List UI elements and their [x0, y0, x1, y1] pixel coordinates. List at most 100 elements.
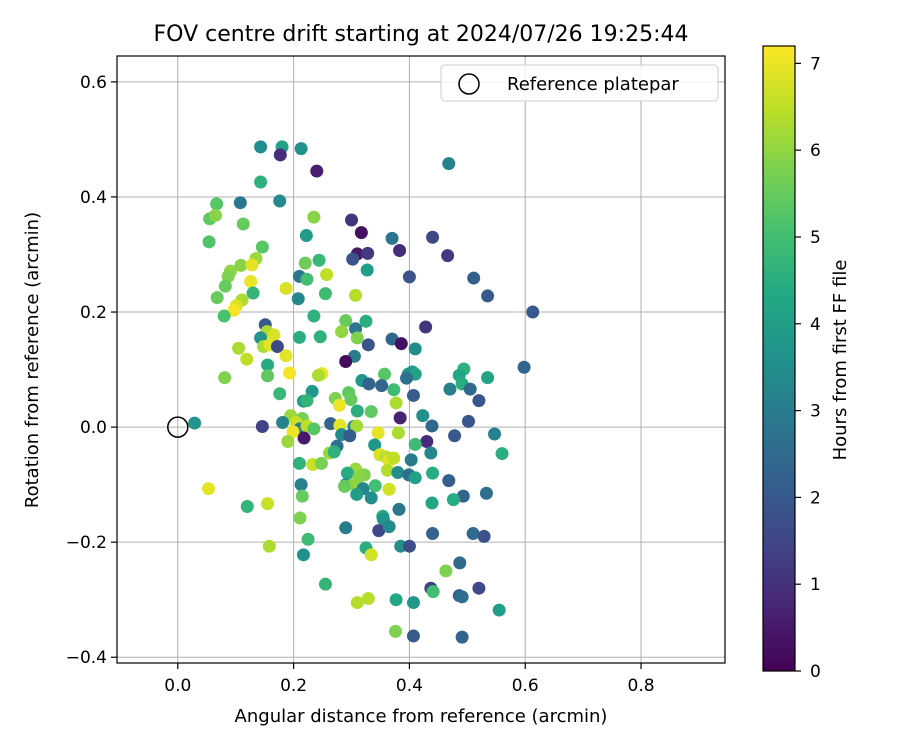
data-point: [481, 371, 495, 385]
data-point: [387, 383, 401, 397]
data-point: [364, 405, 378, 419]
data-point: [350, 487, 364, 501]
data-point: [448, 429, 462, 443]
data-point: [492, 603, 506, 617]
data-point: [443, 382, 457, 396]
data-point: [240, 352, 254, 366]
x-tick-label: 0.2: [280, 676, 307, 696]
data-point: [408, 342, 422, 356]
data-point: [233, 196, 247, 210]
data-point: [273, 387, 287, 401]
data-point: [294, 478, 308, 492]
data-point: [408, 471, 422, 485]
data-point: [210, 291, 224, 305]
plot-area: 0.0 0.2 0.4 0.6 0.8 −0.4 −0.2 0.0 0.2 0.4 0.6: [66, 55, 726, 696]
data-point: [254, 175, 268, 189]
data-point: [361, 338, 375, 352]
data-point: [254, 140, 268, 154]
colorbar-tick-label: 5: [810, 228, 821, 248]
plot-frame: [116, 55, 726, 664]
data-point: [406, 629, 420, 643]
data-point: [246, 286, 260, 300]
legend-marker-open-circle: [458, 73, 480, 95]
data-point: [472, 581, 486, 595]
data-point: [368, 438, 382, 452]
data-point: [426, 527, 440, 541]
colorbar-tick-label: 7: [810, 54, 821, 74]
data-point: [294, 142, 308, 156]
data-point: [300, 272, 314, 286]
data-point: [455, 630, 469, 644]
data-point: [391, 466, 405, 480]
data-point: [279, 349, 293, 363]
data-point: [218, 371, 232, 385]
data-point: [364, 491, 378, 505]
colorbar: 0 1 2 3 4 5 6 7 Hours from first FF file: [762, 45, 851, 682]
data-point: [295, 489, 309, 503]
data-point: [419, 320, 433, 334]
data-point: [426, 585, 440, 599]
data-point: [387, 451, 401, 465]
data-point: [477, 529, 491, 543]
data-point: [380, 463, 394, 477]
data-point: [281, 434, 295, 448]
data-point: [364, 548, 378, 562]
data-point: [312, 253, 326, 267]
data-point: [244, 275, 258, 289]
data-point: [232, 341, 246, 355]
data-point: [318, 577, 332, 591]
x-axis-ticks: 0.0 0.2 0.4 0.6 0.8: [164, 663, 655, 696]
data-point: [221, 269, 235, 283]
data-point: [424, 446, 438, 460]
data-point: [218, 279, 232, 293]
data-point: [339, 521, 353, 535]
data-point: [361, 246, 375, 260]
data-point: [310, 164, 324, 178]
data-point: [389, 593, 403, 607]
legend: Reference platepar: [440, 64, 719, 102]
legend-box: [440, 64, 719, 102]
data-point: [292, 330, 306, 344]
data-point: [371, 426, 385, 440]
data-point: [293, 511, 307, 525]
data-point: [286, 425, 300, 439]
data-point: [382, 482, 396, 496]
data-point: [245, 258, 259, 272]
data-point: [404, 453, 418, 467]
data-point: [350, 404, 364, 418]
data-point: [320, 268, 334, 282]
data-point: [346, 252, 360, 266]
data-point: [479, 486, 493, 500]
y-tick-label: 0.4: [80, 188, 107, 208]
data-point: [426, 466, 440, 480]
y-axis-ticks: −0.4 −0.2 0.0 0.2 0.4 0.6: [66, 73, 117, 668]
data-point: [332, 398, 346, 412]
data-point: [425, 496, 439, 510]
data-point: [481, 289, 495, 303]
colorbar-tick-label: 0: [810, 662, 821, 682]
data-point: [361, 592, 375, 606]
data-point: [312, 368, 326, 382]
data-point: [526, 305, 540, 319]
data-point: [406, 596, 420, 610]
data-point: [300, 394, 314, 408]
y-axis-label: Rotation from reference (arcmin): [22, 212, 43, 508]
data-point: [201, 482, 215, 496]
data-point: [307, 210, 321, 224]
data-point: [318, 287, 332, 301]
data-point: [307, 309, 321, 323]
data-point: [446, 493, 460, 507]
data-point: [262, 539, 276, 553]
data-point: [313, 330, 327, 344]
data-point: [296, 548, 310, 562]
data-point: [441, 249, 455, 263]
data-point: [375, 379, 389, 393]
y-tick-label: 0.6: [80, 73, 107, 93]
data-point: [467, 271, 481, 285]
colorbar-tick-label: 3: [810, 402, 821, 422]
data-point: [442, 474, 456, 488]
data-point: [402, 539, 416, 553]
data-point: [393, 411, 407, 425]
colorbar-ticks: 0 1 2 3 4 5 6 7: [795, 54, 821, 682]
data-point: [453, 556, 467, 570]
